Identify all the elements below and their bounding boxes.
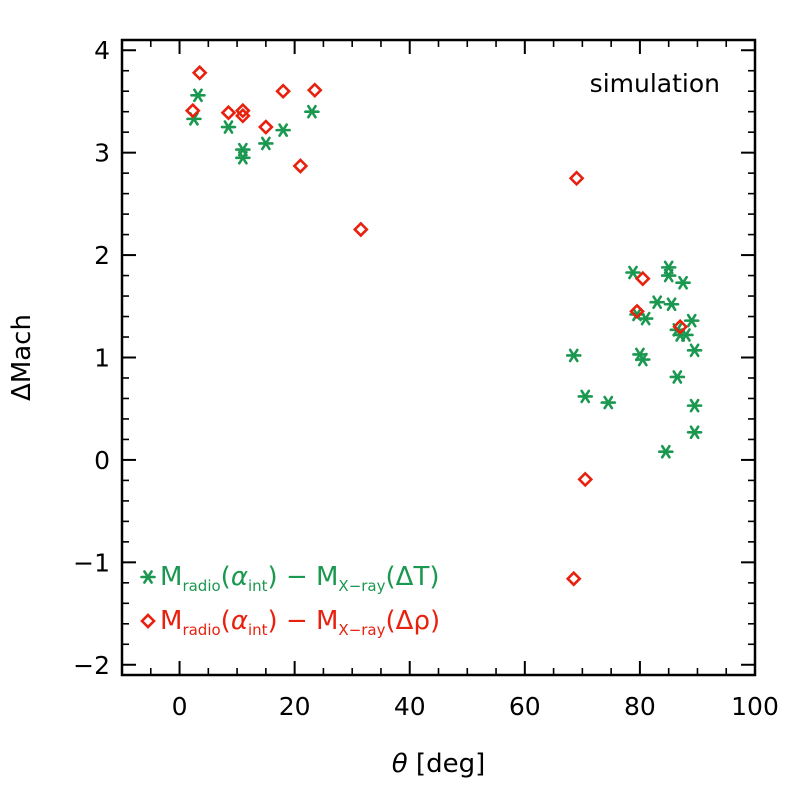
y-tick-label: 0 [94,446,110,475]
temperature-point [220,120,237,134]
legend-text-part: X−ray [338,577,385,595]
temperature-point [634,352,651,367]
density-point [275,83,291,100]
legend-text-part: int [248,621,268,639]
legend-text-part: ) − M [268,606,339,636]
y-tick-label: −1 [73,548,110,577]
x-tick-label: 40 [394,692,426,721]
x-axis-symbol: θ [392,749,408,779]
temperature-point [660,268,677,283]
legend-text-part: X−ray [338,621,385,639]
legend-text-part: M [160,606,182,636]
density-point [577,471,594,488]
legend-entry-temperature: Mradio(αint) − MX−ray(ΔT) [160,562,439,595]
density-point [306,82,323,99]
legend-text-part: radio [182,621,220,639]
density-point [184,102,201,119]
temperature-point [235,142,251,157]
temperature-point [577,389,594,404]
temperature-point [190,88,206,103]
density-point [258,119,274,135]
temperature-point [625,265,641,280]
temperature-point [600,395,617,410]
simulation-annotation: simulation [590,69,720,98]
plot-frame [120,38,757,677]
temperature-point [565,348,582,363]
legend: Mradio(αint) − MX−ray(ΔT)Mradio(αint) − … [140,562,440,639]
x-tick-label: 0 [172,692,188,721]
density-point [352,221,369,238]
temperature-point [678,328,694,342]
temperature-point [304,104,320,119]
density-point [629,303,645,320]
density-point [292,158,309,174]
density-point [568,170,585,187]
legend-temperature-marker [140,570,156,584]
x-tick-label: 100 [731,692,779,721]
temperature-point [275,123,291,137]
temperature-point [686,425,703,440]
temperature-point [235,150,251,165]
legend-text-part: α [231,606,248,636]
density-point [565,570,582,587]
legend-text-part: α [231,562,248,592]
x-tick-label: 80 [624,692,656,721]
density-point [235,107,251,124]
legend-text-part: ) − M [268,562,339,592]
temperature-point [637,311,654,326]
x-axis-label: θ [deg] [392,749,485,779]
temperature-point [258,136,274,151]
legend-density-marker [140,613,156,629]
y-axis-label: ΔMach [7,314,37,401]
x-axis-unit: [deg] [408,749,486,779]
legend-text-part: radio [182,577,220,595]
legend-text-part: ( [221,562,231,592]
density-point [191,64,208,81]
temperature-point [686,398,703,413]
legend-entry-density: Mradio(αint) − MX−ray(Δρ) [160,606,440,639]
density-point [672,318,689,335]
temperature-point [683,313,700,328]
x-tick-label: 60 [509,692,541,721]
temperature-point [663,297,680,312]
y-tick-label: 2 [94,241,110,270]
legend-text-part: int [248,577,268,595]
temperature-point [660,260,677,275]
temperature-point [675,275,691,290]
temperature-point [658,444,674,459]
legend-text-part: (Δρ) [386,606,441,636]
density-point [235,102,251,119]
temperature-point [669,370,686,384]
tick-labels: 0 20 40 60 80 100 −2 −1 0 1 2 3 4 [73,36,779,721]
legend-text-part: ( [221,606,231,636]
legend-text-part: M [160,562,182,592]
y-tick-label: −2 [73,651,110,680]
temperature-point [649,295,665,310]
density-point [634,270,651,287]
temperature-point [686,343,703,358]
y-tick-label: 4 [94,36,110,65]
y-tick-label: 3 [94,139,110,168]
density-point [220,104,237,121]
y-tick-label: 1 [94,344,110,373]
data-marks [184,64,703,587]
x-tick-label: 20 [279,692,311,721]
legend-text-part: (ΔT) [386,562,440,592]
